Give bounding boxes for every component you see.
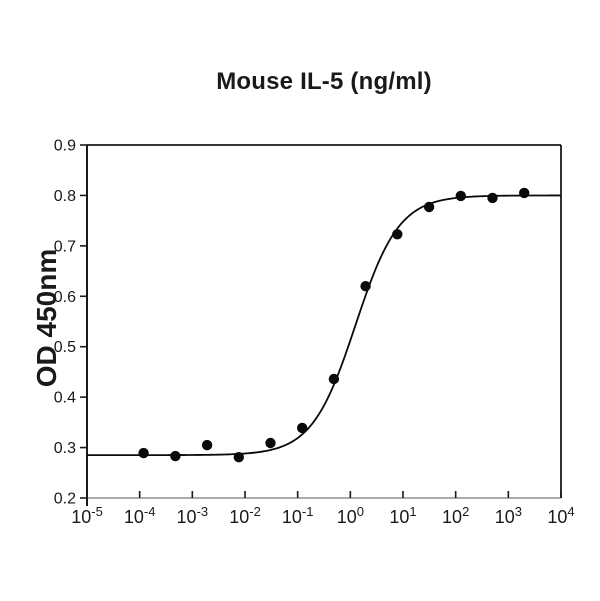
data-point (297, 422, 308, 434)
x-tick-label: 10-1 (282, 504, 314, 527)
data-point (519, 187, 530, 199)
y-tick-label: 0.8 (54, 188, 76, 205)
x-tick-label: 10-4 (124, 504, 156, 527)
x-tick-label: 104 (547, 504, 574, 527)
x-tick-label: 10-3 (177, 504, 209, 527)
y-tick-label: 0.2 (54, 491, 76, 508)
y-tick-label: 0.5 (54, 339, 76, 356)
fit-curve (87, 194, 561, 457)
data-point (170, 450, 181, 462)
data-point (392, 229, 403, 240)
y-tick-label: 0.6 (54, 289, 76, 306)
x-tick-label: 100 (337, 504, 364, 527)
y-tick-label: 0.4 (54, 390, 76, 407)
y-tick-label: 0.9 (54, 138, 76, 155)
x-tick-label: 103 (495, 504, 522, 527)
data-point (487, 192, 498, 204)
data-point (328, 373, 340, 385)
data-point (265, 437, 276, 449)
data-point (138, 447, 149, 459)
x-tick-label: 10-5 (71, 504, 103, 527)
data-point (201, 439, 213, 451)
x-tick-label: 10-2 (229, 504, 261, 527)
chart-title: Mouse IL-5 (ng/ml) (216, 68, 432, 95)
data-point (360, 281, 371, 292)
x-tick-label: 101 (389, 504, 416, 527)
data-point (423, 201, 435, 213)
y-tick-label: 0.7 (54, 238, 76, 255)
data-point (233, 452, 244, 463)
data-point (455, 190, 466, 202)
x-tick-label: 102 (442, 504, 469, 527)
y-tick-label: 0.3 (54, 440, 76, 457)
